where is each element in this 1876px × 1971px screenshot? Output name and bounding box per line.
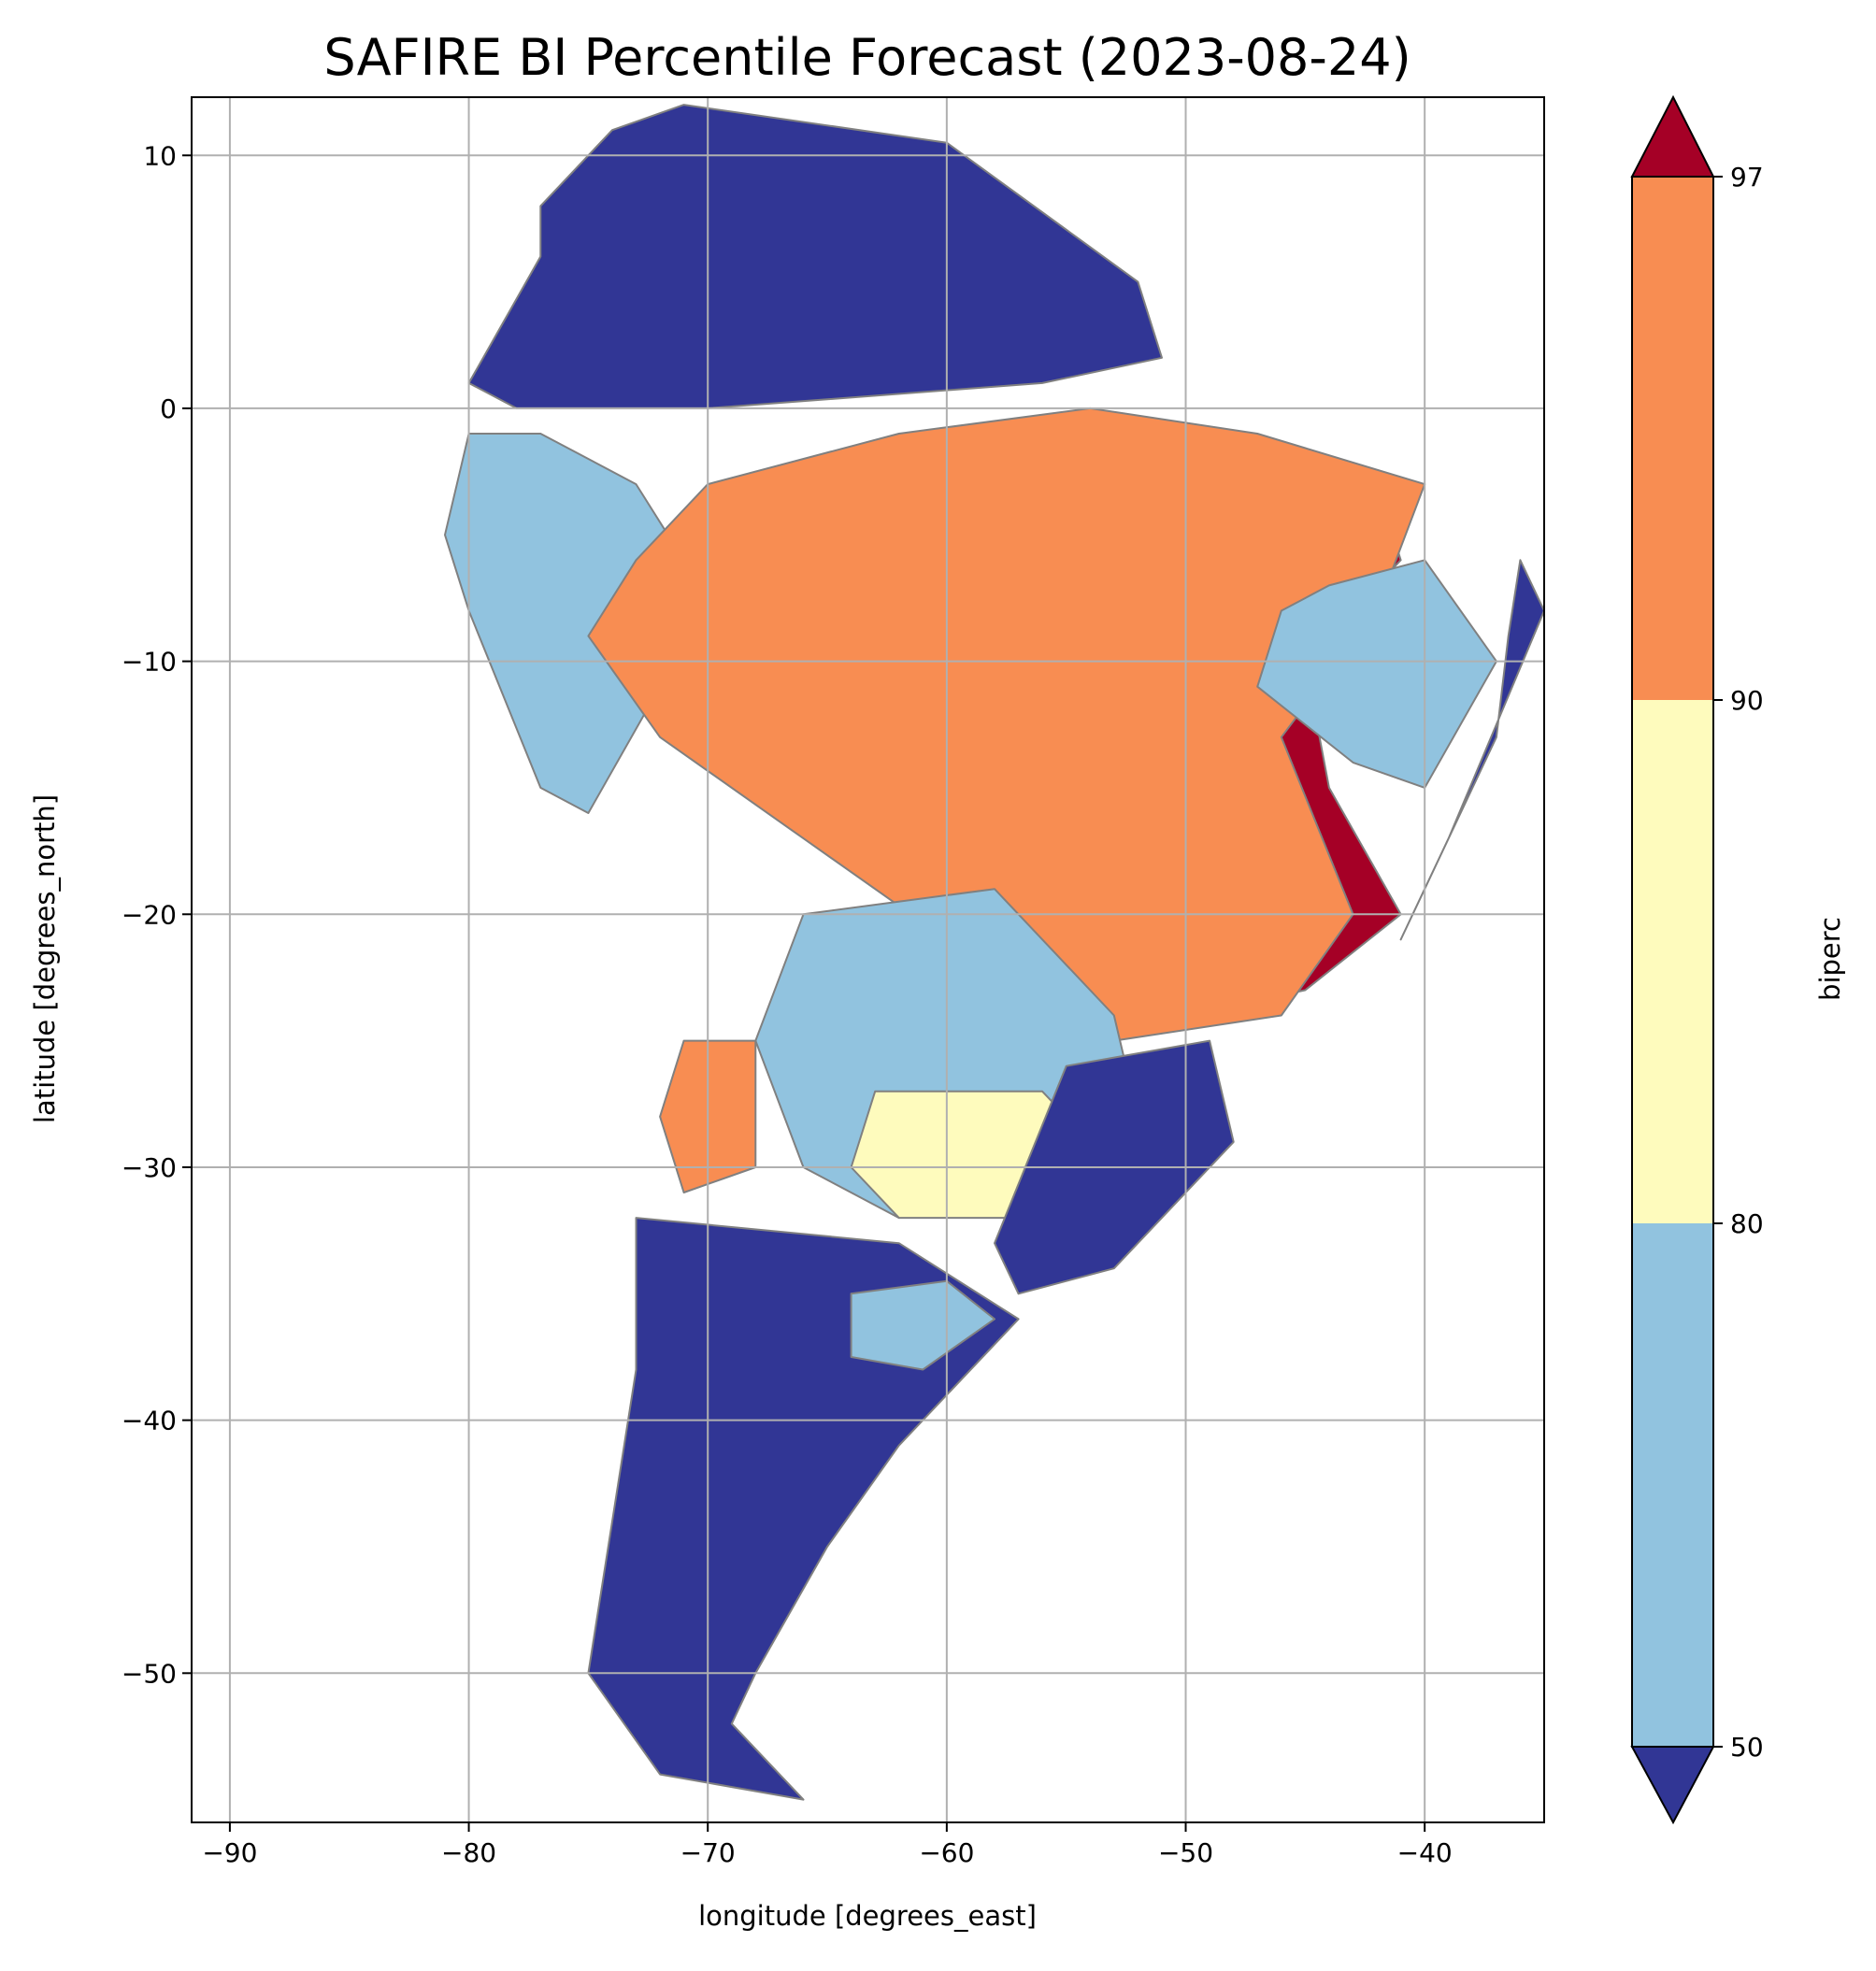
map-region-4 xyxy=(587,407,1426,1042)
map-region-12 xyxy=(850,1279,995,1371)
axes-frame xyxy=(191,96,1545,1823)
x-tick-label-5: −50 xyxy=(1158,1837,1213,1868)
colorbar-tick-label-1: 50 xyxy=(1730,1732,1764,1763)
colorbar-tick-label-4: 97 xyxy=(1730,162,1764,193)
colorbar: 50 80 90 97 biperc xyxy=(1630,94,1846,1825)
map-region-2 xyxy=(444,433,685,814)
x-axis-label: longitude [degrees_east] xyxy=(698,1900,1037,1932)
grid-lines xyxy=(192,97,1544,1822)
x-tick-label-2: −80 xyxy=(441,1837,496,1868)
y-tick-label-3: −10 xyxy=(122,647,177,678)
y-tick-label-5: −30 xyxy=(122,1152,177,1183)
colorbar-segment-3 xyxy=(1632,177,1713,700)
x-tick-label-6: −40 xyxy=(1397,1837,1453,1868)
colorbar-label: biperc xyxy=(1814,917,1846,1001)
colorbar-ticks: 50 80 90 97 xyxy=(1713,162,1764,1763)
colorbar-under-arrow xyxy=(1630,1746,1715,1825)
map-layer xyxy=(444,104,1544,1801)
chart-title: SAFIRE BI Percentile Forecast (2023-08-2… xyxy=(323,28,1411,87)
x-tick-label-1: −90 xyxy=(202,1837,257,1868)
colorbar-tick-label-3: 90 xyxy=(1730,685,1764,716)
y-tick-label-7: −50 xyxy=(122,1658,177,1689)
colorbar-tick-label-2: 80 xyxy=(1730,1208,1764,1239)
colorbar-segment-2 xyxy=(1632,700,1713,1223)
y-axis: 10 0 −10 −20 −30 −40 −50 xyxy=(122,140,192,1689)
y-tick-label-4: −20 xyxy=(122,899,177,930)
colorbar-segment-1 xyxy=(1632,1223,1713,1747)
y-tick-label-1: 10 xyxy=(143,140,177,171)
y-tick-label-6: −40 xyxy=(122,1406,177,1436)
y-axis-label: latitude [degrees_north] xyxy=(29,794,61,1123)
colorbar-frame xyxy=(1631,176,1714,1748)
x-axis: −90 −80 −70 −60 −50 −40 xyxy=(202,1822,1453,1868)
colorbar-over-arrow xyxy=(1630,94,1715,178)
colorbar-segments xyxy=(1632,177,1713,1747)
map-region-5 xyxy=(1256,559,1497,789)
y-tick-label-2: 0 xyxy=(160,393,177,424)
x-tick-label-3: −70 xyxy=(680,1837,736,1868)
x-tick-label-4: −60 xyxy=(919,1837,974,1868)
